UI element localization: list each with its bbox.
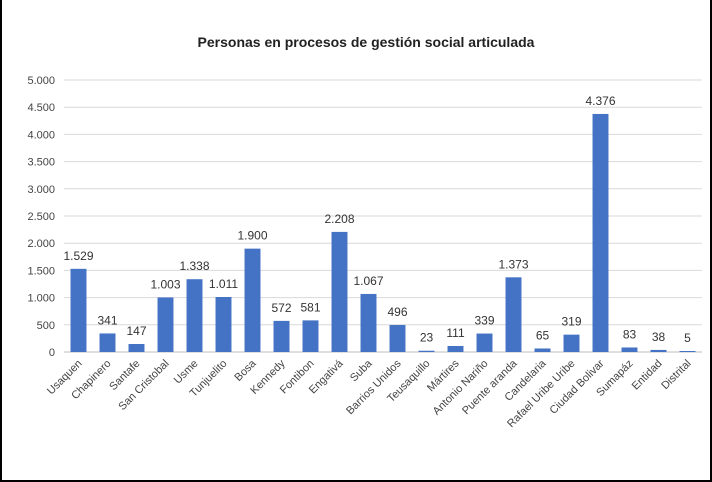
- y-tick-label: 4.500: [27, 102, 55, 114]
- bar: [534, 348, 551, 352]
- category-label: Suba: [348, 357, 375, 384]
- bar: [215, 297, 232, 352]
- category-label: Distrital: [659, 358, 693, 392]
- bar: [302, 320, 319, 352]
- bar: [70, 268, 87, 352]
- bar: [679, 351, 696, 352]
- category-label: Bosa: [232, 357, 259, 384]
- y-tick-label: 2.000: [27, 238, 55, 250]
- data-label: 147: [126, 324, 146, 338]
- bar: [505, 277, 522, 352]
- bar: [99, 333, 116, 352]
- y-axis: 0 500 1.000 1.500 2.000 2.500 3.000 3.500 4.000 4…: [27, 75, 55, 359]
- data-label: 2.208: [324, 212, 354, 226]
- y-tick-label: 3.500: [27, 157, 55, 169]
- category-label: Entidad: [630, 358, 665, 393]
- data-label: 1.900: [237, 229, 267, 243]
- bar: [273, 320, 290, 352]
- data-label: 5: [684, 331, 691, 345]
- data-label: 319: [561, 315, 581, 329]
- data-label: 1.338: [179, 259, 209, 273]
- bar: [592, 113, 609, 352]
- bar: [360, 293, 377, 352]
- data-label: 339: [474, 314, 494, 328]
- data-label: 111: [446, 326, 465, 340]
- y-tick-label: 3.000: [27, 184, 55, 196]
- bar: [447, 345, 464, 352]
- bar: [650, 349, 667, 352]
- data-label: 581: [300, 300, 320, 314]
- data-label: 1.011: [209, 277, 238, 291]
- data-label: 341: [97, 313, 117, 327]
- y-tick-label: 2.500: [27, 211, 55, 223]
- bar: [621, 347, 638, 352]
- data-label: 1.373: [498, 257, 528, 271]
- data-label: 23: [420, 331, 434, 345]
- bar: [418, 350, 435, 352]
- bar-series: [70, 113, 696, 352]
- data-label: 83: [623, 327, 637, 341]
- y-tick-label: 0: [49, 347, 55, 359]
- data-label: 1.003: [150, 277, 180, 291]
- y-tick-label: 1.500: [27, 265, 55, 277]
- y-tick-label: 1.000: [27, 293, 55, 305]
- bar: [563, 334, 580, 352]
- bar: [157, 297, 174, 352]
- data-label: 572: [271, 301, 291, 315]
- data-label: 4.376: [585, 94, 615, 108]
- bar: [128, 344, 145, 352]
- bar: [389, 325, 406, 352]
- chart-title: Personas en procesos de gestión social a…: [198, 34, 535, 50]
- data-label: 1.067: [353, 274, 383, 288]
- y-tick-label: 5.000: [27, 75, 55, 87]
- data-label: 65: [536, 328, 550, 342]
- data-label: 1.529: [63, 249, 93, 263]
- bar: [476, 333, 493, 352]
- data-label: 496: [387, 305, 407, 319]
- data-label: 38: [652, 330, 666, 344]
- bar: [331, 231, 348, 352]
- y-tick-label: 4.000: [27, 129, 55, 141]
- bar: [244, 248, 261, 352]
- y-tick-label: 500: [37, 320, 55, 332]
- bar: [186, 279, 203, 352]
